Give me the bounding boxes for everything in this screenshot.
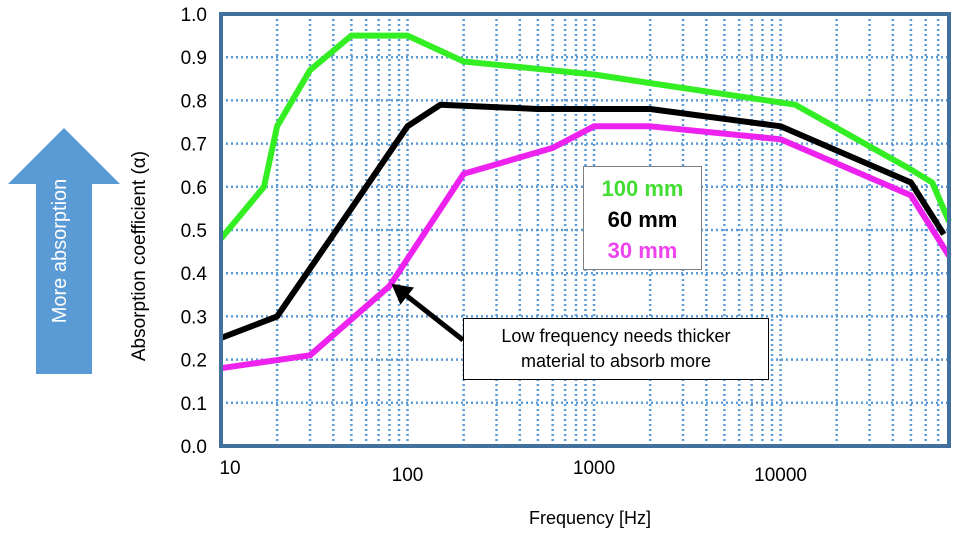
plot-frame (219, 12, 951, 448)
y-tick-label: 0.7 (181, 135, 207, 156)
y-tick-label: 0.6 (181, 178, 207, 199)
more-absorption-label: More absorption (49, 178, 71, 324)
series-line-100mm (218, 32, 952, 241)
y-tick-label: 0.5 (181, 221, 207, 242)
y-tick-label: 0.2 (181, 351, 207, 372)
y-tick-label: 0.4 (181, 264, 208, 285)
more-absorption-arrow (8, 128, 120, 374)
x-axis-label: Frequency [Hz] (528, 508, 652, 528)
y-tick-label: 0.9 (181, 48, 207, 69)
x-tick-label: 1000 (573, 458, 615, 479)
legend-item-100mm: 100 mm (601, 176, 684, 201)
x-tick-label: 10000 (754, 465, 807, 486)
annotation-arrow-shaft (405, 294, 465, 342)
tick-labels: 0.0 0.1 0.2 0.3 0.4 0.5 0.6 0.7 0.8 0.9 1.0 10 100 10… (181, 5, 807, 486)
legend: 100 mm 60 mm 30 mm (583, 166, 702, 270)
y-tick-label: 0.0 (181, 437, 207, 458)
x-tick-label: 100 (392, 465, 424, 486)
series-lines (218, 32, 952, 372)
y-tick-label: 0.1 (181, 394, 207, 415)
annotation-arrow-head (391, 283, 414, 305)
annotation-line-1: Low frequency needs thicker (501, 326, 731, 346)
annotation-callout: Low frequency needs thicker material to … (463, 318, 769, 380)
legend-item-30mm: 30 mm (607, 238, 678, 263)
y-tick-label: 1.0 (181, 5, 207, 26)
up-arrow-icon (8, 128, 120, 374)
y-tick-label: 0.8 (181, 91, 207, 112)
annotation-arrow (391, 283, 465, 342)
series-line-30mm (220, 123, 952, 372)
y-axis-label: Absorption coefficient (α) (129, 150, 150, 362)
annotation-line-2: material to absorb more (520, 351, 712, 371)
legend-item-60mm: 60 mm (607, 207, 678, 232)
series-line-60mm (219, 101, 947, 341)
x-tick-label: 10 (219, 458, 240, 479)
y-tick-label: 0.3 (181, 307, 207, 328)
